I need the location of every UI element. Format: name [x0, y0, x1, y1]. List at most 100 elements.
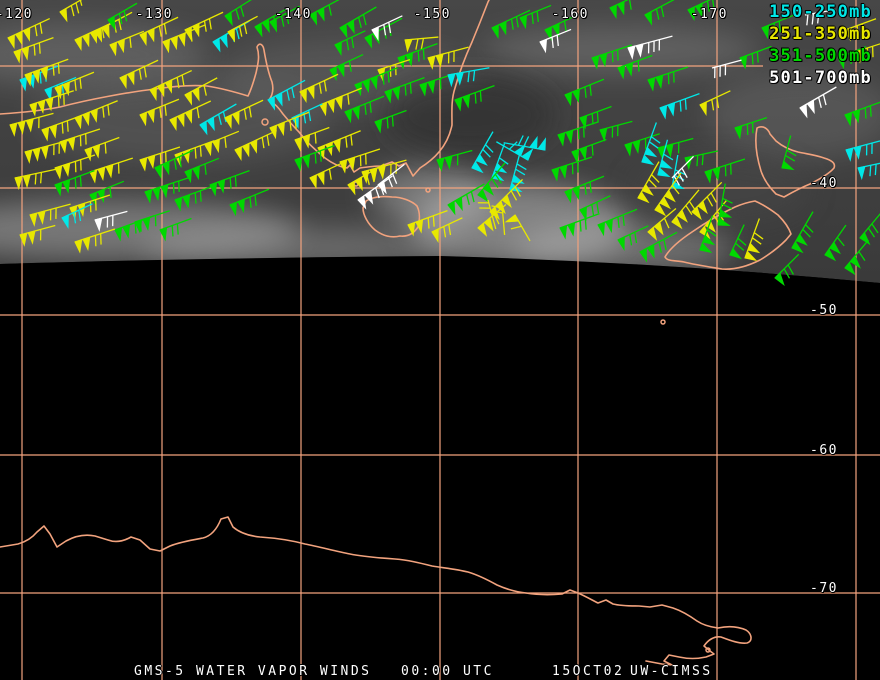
barb-pennants: [744, 242, 761, 262]
coastlines: [0, 0, 836, 666]
wind-barb: [371, 15, 403, 41]
barb-pennants: [114, 223, 131, 242]
barb-pennants: [54, 81, 70, 100]
barb-pennants: [169, 109, 193, 131]
barb-pennants: [227, 27, 236, 43]
barb-pennants: [471, 153, 488, 174]
wind-barb: [119, 59, 159, 89]
lat-label: -50: [810, 303, 838, 318]
wind-barb: [169, 100, 212, 131]
barb-pennants: [384, 85, 401, 104]
lat-label: -70: [810, 581, 838, 596]
barb-pennants: [234, 139, 258, 161]
barb-pennants: [734, 125, 743, 140]
wind-barb: [184, 11, 224, 41]
wind-barb: [374, 109, 407, 134]
barb-pennants: [294, 153, 311, 172]
wind-barb: [139, 16, 179, 46]
wind-barb: [509, 149, 527, 193]
wind-barb: [299, 73, 339, 103]
wind-barb: [454, 85, 495, 112]
wind-barb: [184, 77, 218, 106]
barb-pennants: [109, 38, 125, 57]
barb-pennants: [544, 22, 560, 41]
barb-pennants: [513, 144, 534, 161]
wind-barb: [139, 146, 181, 172]
wind-barb: [804, 9, 836, 26]
barb-pennants: [54, 178, 71, 197]
barb-pennants: [844, 255, 861, 276]
barb-pennants: [824, 241, 841, 262]
barb-pennants: [334, 41, 342, 56]
barb-pennants: [551, 164, 568, 182]
barb-pennants: [654, 189, 676, 217]
barb-pennants: [627, 43, 644, 60]
barb-pennants: [61, 214, 69, 229]
barb-pennants: [799, 99, 815, 119]
wind-barb: [496, 141, 534, 161]
wind-barb: [269, 111, 310, 140]
wind-barb: [431, 217, 463, 243]
wind-barb: [339, 148, 381, 174]
barb-pennants: [339, 156, 356, 174]
wind-barb: [384, 77, 425, 104]
valid-time: 00:00 UTC: [401, 664, 494, 679]
barb-pennants: [94, 217, 103, 232]
barb-pennants: [74, 108, 98, 130]
barb-pennants: [844, 26, 853, 42]
wind-barb: [94, 210, 128, 232]
barb-pennants: [647, 74, 664, 92]
legend-row-251-350mb: 251-350mb: [769, 24, 872, 44]
barb-pennants: [54, 162, 71, 180]
coastline-nz_north: [754, 126, 836, 198]
wind-barb: [59, 128, 101, 154]
barb-pennants: [699, 101, 707, 116]
wind-barb: [377, 163, 405, 195]
barb-pennants: [154, 160, 170, 179]
barb-pennants: [329, 62, 345, 81]
barb-pennants: [559, 221, 576, 240]
wind-barb: [41, 115, 82, 142]
barb-pennants: [267, 91, 283, 111]
wind-barb: [319, 87, 362, 117]
wind-barb: [477, 162, 506, 203]
wind-barb: [24, 58, 69, 87]
barb-pennants: [539, 38, 548, 54]
wind-barb: [717, 183, 733, 226]
wind-barb: [109, 30, 145, 57]
wind-barb: [599, 120, 633, 142]
wind-barb: [491, 9, 531, 39]
barb-pennants: [447, 71, 464, 88]
barb-pennants: [477, 217, 494, 237]
wind-barb: [671, 155, 695, 186]
wind-barb: [234, 129, 277, 161]
wind-barb: [229, 188, 270, 217]
wind-barb: [734, 117, 768, 140]
wind-barb: [644, 0, 675, 26]
wind-barb: [844, 239, 869, 276]
wind-barb: [639, 231, 678, 263]
wind-barb: [84, 136, 120, 162]
barb-pennants: [781, 160, 795, 171]
wind-barb: [711, 59, 742, 79]
barb-pennants: [624, 139, 641, 157]
wind-barb: [14, 168, 57, 191]
barb-pennants: [29, 96, 54, 117]
wind-barb: [344, 95, 385, 124]
barb-pennants: [199, 116, 215, 136]
barb-staff: [627, 35, 673, 54]
barb-pennants: [94, 23, 110, 43]
wind-barb: [209, 170, 250, 197]
barb-pennants: [854, 49, 863, 64]
wind-barb: [329, 53, 364, 81]
barb-pennants: [224, 11, 233, 27]
wind-barb: [317, 130, 361, 160]
barb-pennants: [371, 26, 379, 41]
lon-label: -130: [135, 7, 173, 22]
wind-barb: [671, 189, 700, 230]
wind-barb: [477, 199, 497, 230]
barb-staff: [711, 59, 742, 79]
